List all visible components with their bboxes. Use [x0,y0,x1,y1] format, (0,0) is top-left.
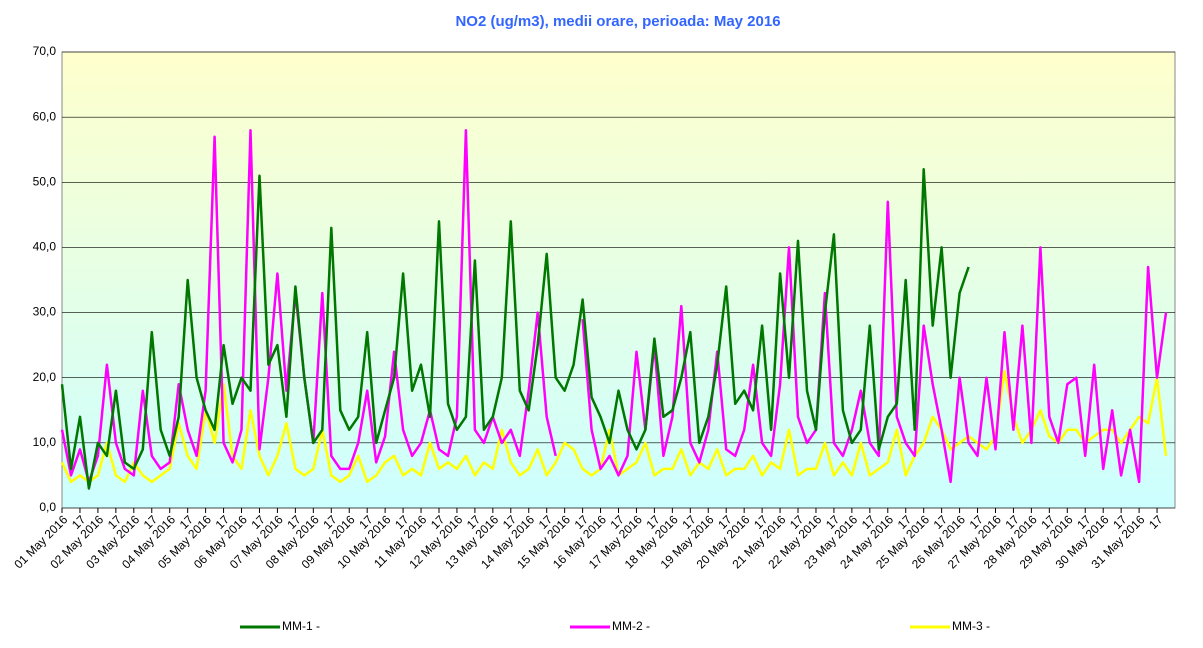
legend-label: MM-3 - [952,619,990,633]
y-tick-label: 50,0 [33,174,57,188]
y-tick-label: 20,0 [33,370,57,384]
y-tick-label: 10,0 [33,435,57,449]
y-tick-label: 30,0 [33,305,57,319]
x-tick-label: 17 [1146,512,1166,532]
legend-label: MM-1 - [282,619,320,633]
y-tick-label: 70,0 [33,44,57,58]
chart-title: NO2 (ug/m3), medii orare, perioada: May … [455,13,780,30]
series-line [60,369,1168,484]
plot-area [61,51,1176,509]
y-tick-label: 40,0 [33,240,57,254]
y-tick-label: 0,0 [39,500,56,514]
series-line [60,168,970,490]
legend-label: MM-2 - [612,619,650,633]
y-tick-label: 60,0 [33,109,57,123]
